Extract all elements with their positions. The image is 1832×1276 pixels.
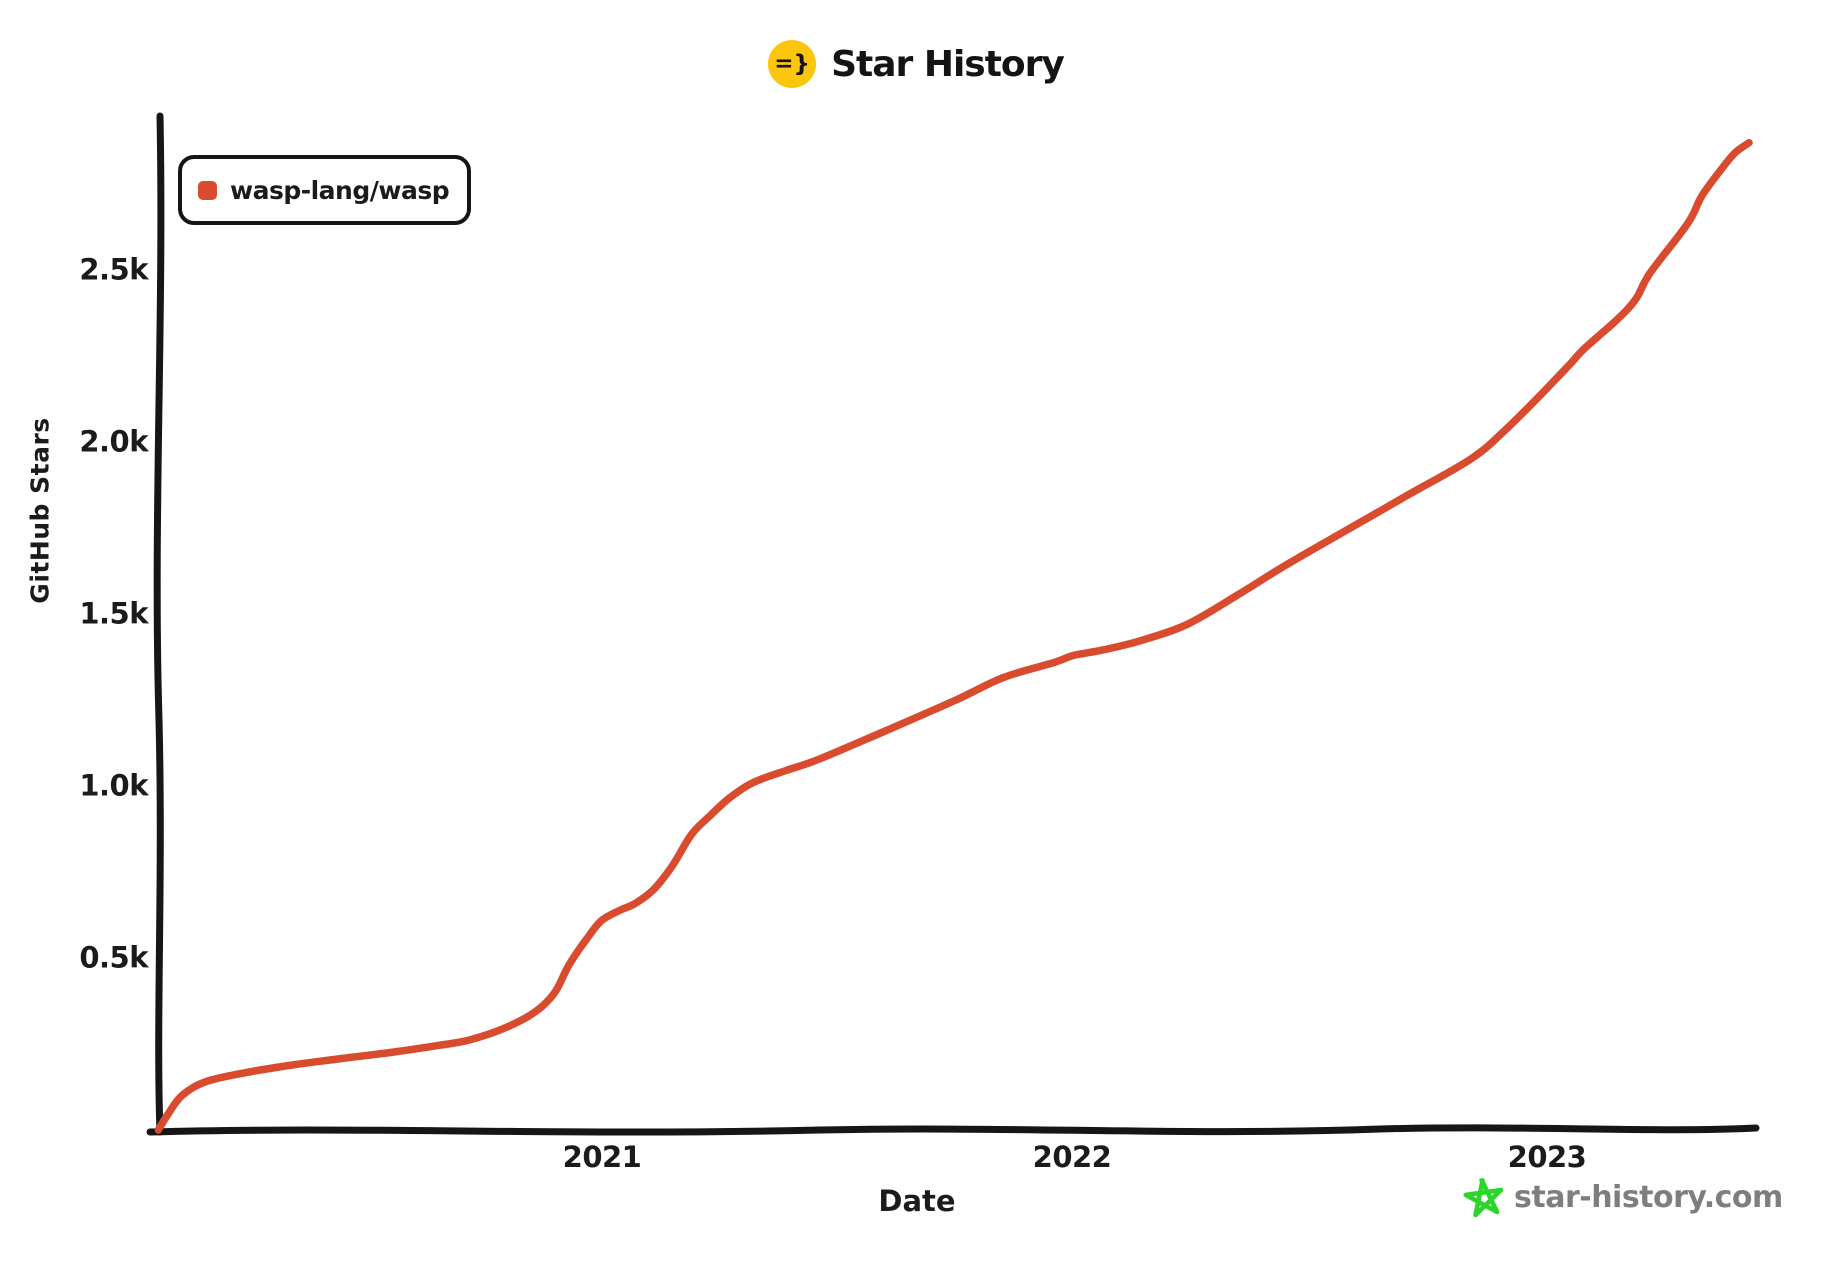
y-tick-2-5k: 2.5k — [79, 252, 148, 287]
x-axis-label: Date — [878, 1184, 956, 1218]
page-title: Star History — [831, 43, 1065, 85]
y-axis-label: GitHub Stars — [25, 417, 55, 604]
stars-line-series — [154, 138, 1753, 1134]
y-tick-2-0k: 2.0k — [79, 424, 148, 459]
legend-series-label: wasp-lang/wasp — [230, 175, 450, 205]
x-axis-line — [146, 1124, 1760, 1136]
y-tick-1-0k: 1.0k — [79, 768, 148, 803]
y-axis-line — [153, 112, 165, 1136]
star-history-logo-icon: =} — [768, 40, 817, 88]
watermark-link[interactable]: star-history.com — [1463, 1177, 1783, 1218]
legend-series-marker — [198, 180, 217, 200]
legend-box: wasp-lang/wasp — [178, 155, 472, 225]
star-doodle-icon — [1463, 1177, 1504, 1218]
x-tick-2022: 2022 — [1032, 1140, 1112, 1174]
x-tick-2023: 2023 — [1507, 1140, 1587, 1174]
y-tick-1-5k: 1.5k — [79, 596, 148, 631]
watermark-site-text: star-history.com — [1514, 1179, 1783, 1215]
y-tick-0-5k: 0.5k — [79, 940, 148, 975]
logo-glyph: =} — [774, 51, 810, 77]
x-tick-2021: 2021 — [562, 1140, 642, 1174]
chart-header: =} Star History — [0, 40, 1832, 88]
